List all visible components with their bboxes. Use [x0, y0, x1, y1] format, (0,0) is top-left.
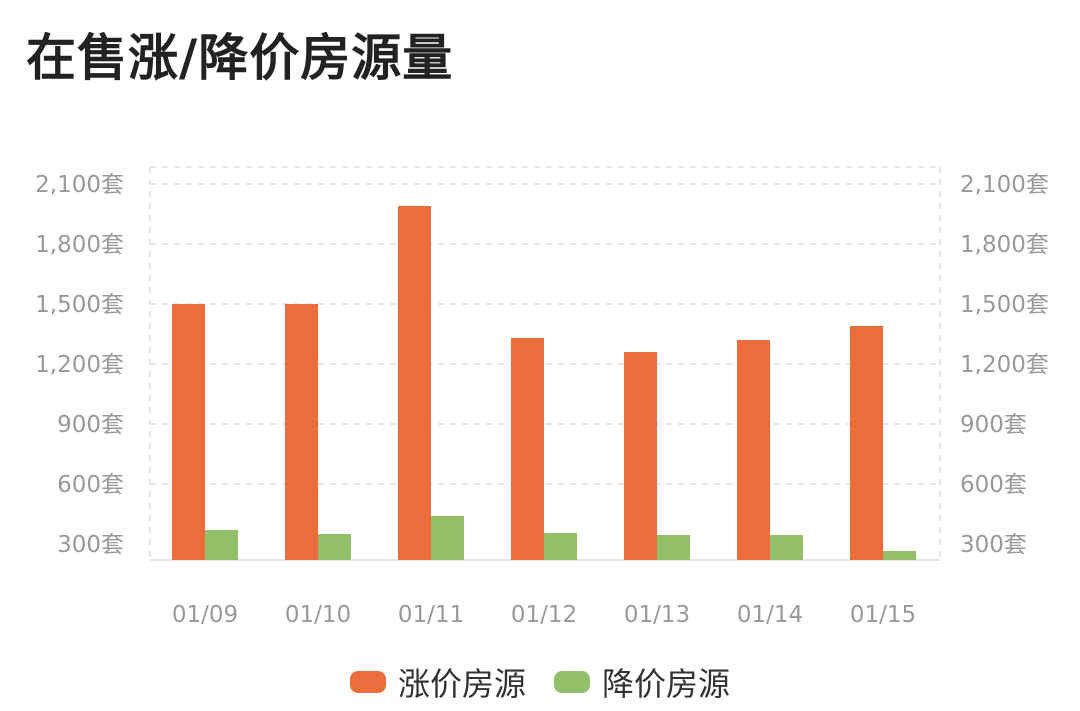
legend: 涨价房源 降价房源: [0, 658, 1080, 706]
bar-rise[interactable]: [398, 206, 431, 560]
x-tick-label: 01/10: [285, 602, 351, 628]
legend-item-rise[interactable]: 涨价房源: [349, 659, 526, 705]
x-tick-label: 01/11: [398, 602, 464, 628]
y-tick-label-left: 900套: [57, 412, 124, 438]
bar-fall[interactable]: [770, 535, 803, 560]
y-tick-label-right: 1,800套: [960, 232, 1049, 258]
bar-fall[interactable]: [544, 533, 577, 560]
y-tick-label-left: 1,500套: [35, 292, 124, 318]
y-tick-label-left: 600套: [57, 472, 124, 498]
y-tick-label-left: 1,800套: [35, 232, 124, 258]
bar-rise[interactable]: [737, 340, 770, 560]
legend-label-fall: 降价房源: [602, 665, 731, 703]
bar-rise[interactable]: [624, 352, 657, 560]
y-tick-label-right: 1,500套: [960, 292, 1049, 318]
legend-swatch-fall: [554, 671, 590, 693]
bar-fall[interactable]: [431, 516, 464, 560]
y-tick-label-left: 300套: [57, 532, 124, 558]
bar-rise[interactable]: [511, 338, 544, 560]
bar-rise[interactable]: [285, 304, 318, 560]
y-tick-label-right: 900套: [960, 412, 1027, 438]
legend-swatch-rise: [349, 671, 386, 693]
y-tick-label-left: 2,100套: [35, 172, 124, 198]
bar-rise[interactable]: [172, 304, 205, 560]
y-tick-label-left: 1,200套: [35, 352, 124, 378]
bar-fall[interactable]: [657, 535, 690, 560]
x-tick-label: 01/13: [624, 602, 690, 628]
bar-rise[interactable]: [850, 326, 883, 560]
grid-layer: [149, 166, 941, 560]
legend-item-fall[interactable]: 降价房源: [554, 659, 730, 705]
bars-layer: [172, 206, 916, 560]
y-tick-label-right: 300套: [960, 532, 1027, 558]
bar-fall[interactable]: [205, 530, 238, 560]
x-tick-label: 01/14: [737, 602, 803, 628]
y-tick-label-right: 2,100套: [960, 172, 1049, 198]
x-tick-layer: 01/09 01/10 01/11 01/12 01/13 01/14 01/15: [172, 602, 916, 628]
y-tick-label-right: 1,200套: [960, 352, 1049, 378]
y-tick-label-right: 600套: [960, 472, 1027, 498]
axis-layer: 300套 300套 600套 600套 900套 900套 1,200套 1,200套 1,50…: [35, 172, 1049, 561]
x-tick-label: 01/12: [511, 602, 577, 628]
chart-title: 在售涨/降价房源量: [26, 29, 454, 87]
bar-fall[interactable]: [883, 551, 916, 560]
x-tick-label: 01/09: [172, 602, 238, 628]
bar-fall[interactable]: [318, 534, 351, 560]
legend-label-rise: 涨价房源: [397, 665, 526, 703]
x-tick-label: 01/15: [850, 602, 916, 628]
